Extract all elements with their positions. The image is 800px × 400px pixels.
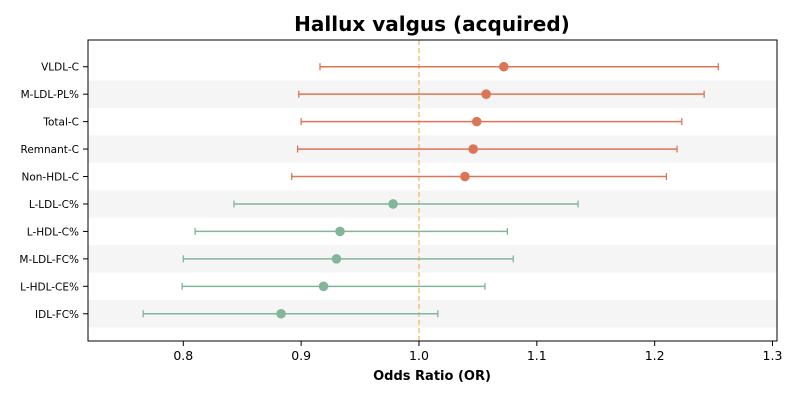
data-marks: [142, 61, 719, 319]
row-label: L-LDL-C%: [29, 199, 79, 211]
or-point: [331, 254, 342, 264]
x-tick-label: 0.8: [173, 348, 193, 363]
or-point: [499, 61, 509, 72]
or-point: [471, 116, 482, 127]
row-marks: [181, 281, 486, 292]
row-label: VLDL-C: [41, 62, 79, 74]
row-label: Remnant-C: [21, 144, 80, 156]
chart-title: Hallux valgus (acquired): [294, 12, 570, 36]
row-marks: [291, 171, 668, 182]
or-point: [481, 89, 491, 99]
row-marks: [298, 89, 705, 99]
row-marks: [319, 61, 719, 72]
or-point: [335, 226, 345, 237]
row-marks: [182, 254, 514, 264]
plot-frame: [87, 39, 778, 342]
or-point: [468, 144, 478, 154]
row-label: M-LDL-FC%: [19, 254, 79, 266]
or-point: [276, 308, 286, 319]
row-label: L-HDL-C%: [27, 226, 79, 238]
x-tick-label: 1.1: [527, 348, 547, 363]
row-label: L-HDL-CE%: [20, 281, 79, 293]
or-point: [460, 171, 470, 182]
x-tick-label: 0.9: [291, 348, 311, 363]
x-tick-label: 1.3: [763, 348, 783, 363]
row-label: Total-C: [42, 117, 79, 129]
row-marks: [142, 308, 439, 319]
row-label: Non-HDL-C: [22, 172, 80, 184]
row-label: IDL-FC%: [35, 309, 79, 321]
row-label: M-LDL-PL%: [21, 89, 79, 101]
row-marks: [194, 226, 509, 237]
x-axis: 0.8 0.9 1.0 1.1 1.2 1.3: [173, 341, 782, 363]
y-axis-labels: VLDL-C M-LDL-PL% Total-C Remnant-C Non-HDL-C…: [19, 62, 88, 321]
row-marks: [296, 144, 678, 154]
or-point: [388, 199, 398, 209]
x-tick-label: 1.0: [409, 348, 429, 363]
x-tick-label: 1.2: [645, 348, 665, 363]
row-marks: [300, 116, 683, 127]
or-point: [318, 281, 329, 292]
row-marks: [233, 199, 579, 209]
x-axis-label: Odds Ratio (OR): [373, 369, 491, 384]
